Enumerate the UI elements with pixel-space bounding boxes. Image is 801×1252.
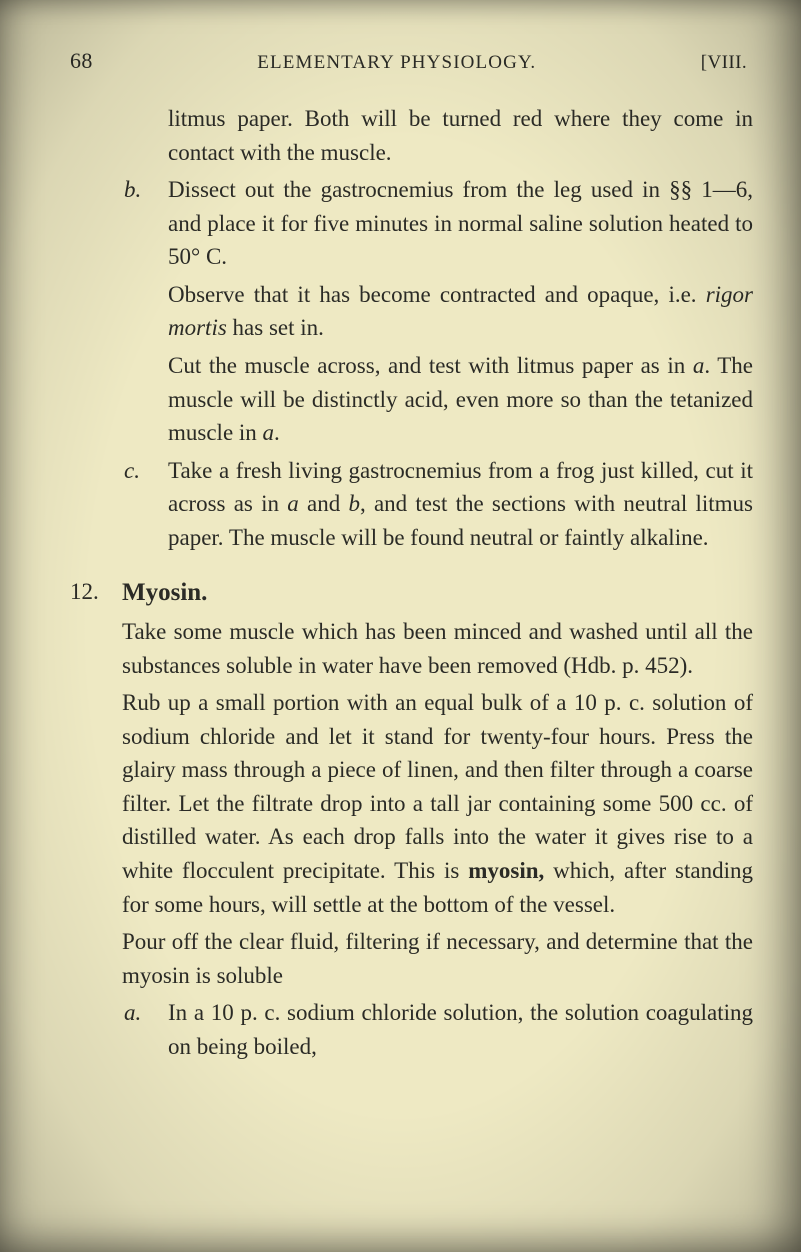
b-p3: Cut the muscle across, and test with lit… <box>168 349 753 450</box>
b-p2b: has set in. <box>227 315 324 340</box>
s12-a-p: In a 10 p. c. sodium chloride solution, … <box>168 996 753 1063</box>
c-p1-i2: b <box>348 491 360 516</box>
b-p3c: . <box>274 420 280 445</box>
b-p2a: Observe that it has become contracted an… <box>168 282 706 307</box>
b-p1: Dissect out the gastrocnemius from the l… <box>168 173 753 274</box>
item-letter-c: c. <box>122 454 168 559</box>
s12-p2-bold: myosin, <box>468 858 544 883</box>
item-c: c. Take a fresh living gastrocnemius fro… <box>70 454 753 559</box>
chapter-ref: [VIII. <box>701 52 747 74</box>
intro-p1: litmus paper. Both will be turned red wh… <box>168 102 753 169</box>
s12-p3: Pour off the clear fluid, filtering if n… <box>122 925 753 992</box>
page: 68 ELEMENTARY PHYSIOLOGY. [VIII. litmus … <box>0 0 801 1252</box>
c-p1-i1: a <box>287 491 299 516</box>
b-p3-i1: a <box>693 353 705 378</box>
running-title: ELEMENTARY PHYSIOLOGY. <box>257 52 536 74</box>
b-p3a: Cut the muscle across, and test with lit… <box>168 353 693 378</box>
c-p1: Take a fresh living gastrocnemius from a… <box>168 454 753 555</box>
running-head: 68 ELEMENTARY PHYSIOLOGY. [VIII. <box>70 48 753 74</box>
item-b: b. Dissect out the gastrocnemius from th… <box>70 173 753 454</box>
s12-p1: Take some muscle which has been minced a… <box>122 615 753 682</box>
heading-myosin: Myosin. <box>122 575 753 612</box>
section-number-12: 12. <box>70 575 122 997</box>
para-continuation: litmus paper. Both will be turned red wh… <box>70 102 753 173</box>
item-12-a: a. In a 10 p. c. sodium chloride solutio… <box>70 996 753 1067</box>
s12-p2: Rub up a small portion with an equal bul… <box>122 686 753 921</box>
item-letter-b: b. <box>122 173 168 454</box>
item-letter-12a: a. <box>122 996 168 1067</box>
section-12: 12. Myosin. Take some muscle which has b… <box>70 575 753 997</box>
b-p2: Observe that it has become contracted an… <box>168 278 753 345</box>
b-p3-i2: a <box>263 420 275 445</box>
c-p1b: and <box>299 491 349 516</box>
body-text: litmus paper. Both will be turned red wh… <box>70 102 753 1068</box>
page-number: 68 <box>70 48 93 74</box>
s12-p2a: Rub up a small portion with an equal bul… <box>122 690 753 883</box>
